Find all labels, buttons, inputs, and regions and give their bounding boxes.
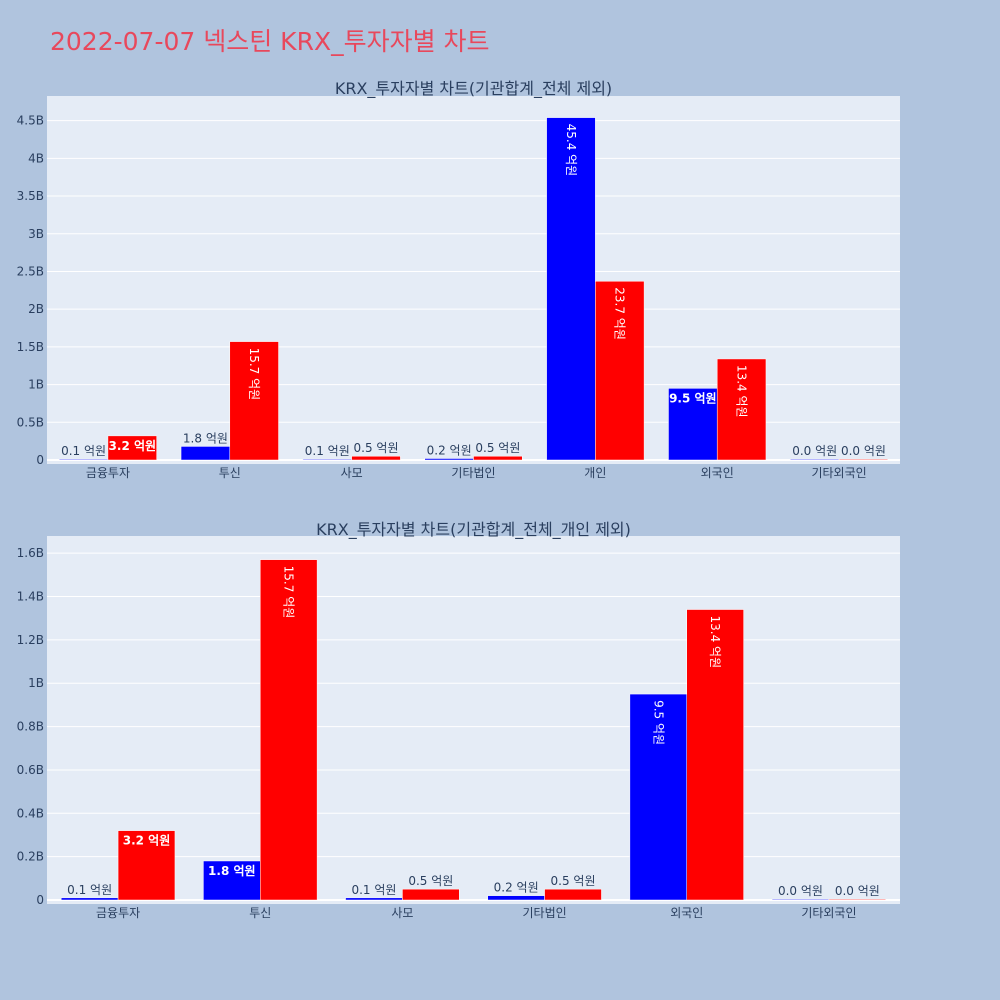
y-tick-label: 0.4B [17, 806, 44, 820]
y-tick-label: 4B [28, 151, 44, 165]
bar-value-label: 0.5 억원 [475, 441, 520, 455]
y-tick-label: 3.5B [17, 189, 44, 203]
bar-value-label: 0.5 억원 [354, 441, 399, 455]
bar-value-label: 0.1 억원 [351, 883, 396, 897]
page-title: 2022-07-07 넥스틴 KRX_투자자별 차트 [50, 27, 490, 56]
y-tick-label: 1.4B [17, 590, 44, 604]
buy-bar [790, 458, 840, 461]
y-tick-label: 1.5B [17, 340, 44, 354]
buy-bar [302, 458, 352, 461]
plot-area [47, 96, 900, 464]
sell-bar [544, 888, 602, 901]
buy-bar [58, 458, 109, 461]
bar-value-label: 0.1 억원 [61, 444, 106, 458]
x-tick-label: 기타법인 [451, 466, 495, 480]
buy-bar [345, 897, 403, 901]
x-tick-label: 기타법인 [522, 906, 566, 920]
bar-value-label: 0.2 억원 [494, 881, 539, 895]
sell-bar [229, 341, 279, 461]
sell-bar [117, 830, 176, 901]
y-tick-label: 1B [28, 676, 44, 690]
buy-bar [546, 117, 596, 461]
plot-area [47, 536, 900, 904]
bar-value-label: 3.2 억원 [109, 439, 157, 453]
chart-2: 0 0.2B 0.4B 0.6B 0.8B 1B 1.2B 1.4B 1.6B KRX_투자자별 … [17, 520, 900, 920]
bar-value-label: 0.0 억원 [835, 884, 880, 898]
sell-bar [260, 559, 318, 901]
x-tick-label: 기타외국인 [801, 906, 856, 920]
bar-value-label: 15.7 억원 [282, 566, 296, 619]
chart-title: KRX_투자자별 차트(기관합계_전체 제외) [335, 79, 612, 99]
buy-bar [203, 860, 261, 901]
sell-bar [686, 609, 744, 901]
bar-value-label: 45.4 억원 [564, 124, 578, 177]
y-tick-label: 1B [28, 378, 44, 392]
y-tick-label: 0.8B [17, 720, 44, 734]
y-tick-label: 4.5B [17, 114, 44, 128]
bar-value-label: 9.5 억원 [669, 391, 717, 405]
bar-value-label: 0.0 억원 [841, 444, 886, 458]
chart-1: 0 0.5B 1B 1.5B 2B 2.5B 3B 3.5B 4B 4.5B KRX_투자자별 차트… [17, 79, 900, 480]
y-tick-label: 3B [28, 227, 44, 241]
x-tick-label: 금융투자 [96, 906, 140, 920]
sell-bar [716, 358, 767, 461]
sell-bar [595, 281, 645, 461]
x-tick-label: 투신 [249, 906, 271, 920]
bar-value-label: 1.8 억원 [183, 431, 228, 445]
buy-bar [424, 458, 474, 461]
y-tick-label: 1.2B [17, 633, 44, 647]
y-tick-label: 2.5B [17, 264, 44, 278]
bar-value-label: 0.2 억원 [427, 443, 472, 457]
x-tick-label: 금융투자 [86, 466, 130, 480]
y-tick-label: 0 [36, 453, 44, 467]
buy-bar [487, 895, 545, 901]
bar-value-label: 1.8 억원 [208, 864, 256, 878]
y-tick-label: 0.2B [17, 850, 44, 864]
y-tick-label: 0.6B [17, 763, 44, 777]
x-tick-label: 외국인 [670, 906, 703, 920]
bar-value-label: 0.0 억원 [792, 444, 837, 458]
sell-bar [828, 898, 887, 901]
x-tick-label: 사모 [341, 466, 363, 480]
buy-bar [668, 388, 718, 461]
y-tick-label: 0 [36, 893, 44, 907]
bar-value-label: 0.5 억원 [551, 874, 596, 888]
bar-value-label: 13.4 억원 [708, 616, 722, 669]
buy-bar [60, 897, 119, 901]
x-tick-label: 투신 [219, 466, 241, 480]
bar-value-label: 0.1 억원 [305, 444, 350, 458]
sell-bar [402, 888, 460, 901]
chart-title: KRX_투자자별 차트(기관합계_전체_개인 제외) [316, 520, 631, 540]
sell-bar [473, 455, 523, 461]
bar-value-label: 0.1 억원 [67, 883, 112, 897]
x-tick-label: 기타외국인 [811, 466, 866, 480]
y-tick-label: 0.5B [17, 415, 44, 429]
buy-bar [180, 446, 231, 461]
bar-value-label: 3.2 억원 [123, 834, 171, 848]
bar-value-label: 0.0 억원 [778, 884, 823, 898]
bar-value-label: 9.5 억원 [651, 700, 665, 745]
buy-bar [629, 693, 688, 901]
bar-value-label: 13.4 억원 [735, 365, 749, 418]
sell-bar [107, 435, 157, 461]
buy-bar [771, 898, 830, 901]
sell-bar [351, 455, 401, 461]
bar-value-label: 23.7 억원 [613, 287, 627, 340]
bar-value-label: 0.5 억원 [408, 874, 453, 888]
y-tick-label: 1.6B [17, 546, 44, 560]
bar-value-label: 15.7 억원 [247, 348, 261, 401]
y-tick-label: 2B [28, 302, 44, 316]
sell-bar [838, 458, 889, 461]
x-tick-label: 외국인 [701, 466, 734, 480]
x-tick-label: 사모 [391, 906, 413, 920]
x-tick-label: 개인 [584, 466, 606, 480]
